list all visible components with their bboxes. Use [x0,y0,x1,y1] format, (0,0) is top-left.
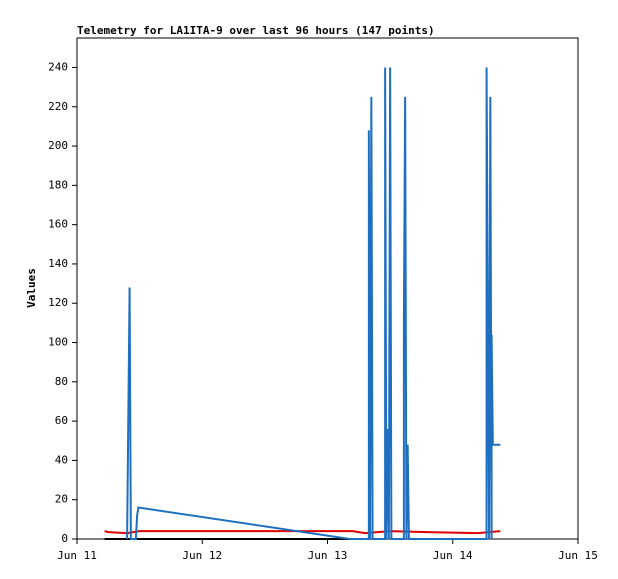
x-tick-label: Jun 14 [433,549,473,562]
y-tick-label: 180 [48,178,68,191]
y-axis-label: Values [25,268,38,308]
x-tick-label: Jun 12 [182,549,222,562]
y-tick-label: 220 [48,100,68,113]
y-tick-label: 140 [48,257,68,270]
y-tick-label: 120 [48,296,68,309]
y-tick-label: 20 [55,493,68,506]
series-line [126,67,501,540]
y-tick-label: 200 [48,139,68,152]
x-tick-label: Jun 11 [57,549,97,562]
x-tick-label: Jun 15 [558,549,598,562]
plot-frame [76,37,579,540]
y-tick-label: 240 [48,60,68,73]
chart-title: Telemetry for LA1ITA-9 over last 96 hour… [77,24,435,37]
series-line [104,530,501,535]
y-tick-label: 100 [48,336,68,349]
y-tick-label: 0 [61,532,68,545]
y-tick-label: 40 [55,453,68,466]
y-tick-label: 80 [55,375,68,388]
y-tick-label: 160 [48,218,68,231]
y-tick-label: 60 [55,414,68,427]
x-tick-label: Jun 13 [308,549,348,562]
